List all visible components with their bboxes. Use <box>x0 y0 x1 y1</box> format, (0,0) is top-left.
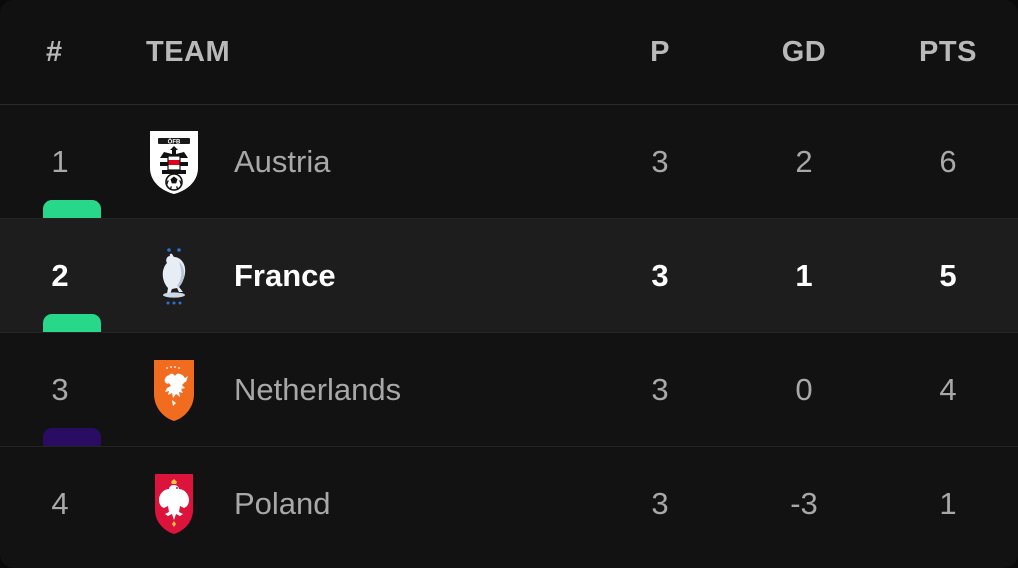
column-header-played[interactable]: P <box>650 36 670 68</box>
row-points: 4 <box>939 372 957 407</box>
qualification-indicator <box>43 200 101 218</box>
row-played: 3 <box>651 486 669 521</box>
row-rank: 1 <box>51 144 69 179</box>
row-goal-difference: 2 <box>795 144 813 179</box>
row-rank: 2 <box>51 258 69 293</box>
row-team-name: Poland <box>234 486 331 521</box>
row-goal-difference: 0 <box>795 372 813 407</box>
netherlands-crest-icon <box>144 333 204 447</box>
row-rank: 3 <box>51 372 69 407</box>
column-header-goal-difference[interactable]: GD <box>781 36 827 68</box>
table-row[interactable]: 4 Poland 3 -3 1 <box>0 447 1018 561</box>
row-points: 5 <box>939 258 957 293</box>
row-goal-difference: 1 <box>795 258 813 293</box>
row-played: 3 <box>651 372 669 407</box>
row-points: 1 <box>939 486 957 521</box>
row-team-name: France <box>234 258 336 293</box>
qualification-indicator <box>43 428 101 446</box>
column-header-team[interactable]: TEAM <box>146 36 231 68</box>
france-crest-icon <box>144 219 204 333</box>
row-team-name: Austria <box>234 144 331 179</box>
row-team-name: Netherlands <box>234 372 402 407</box>
row-goal-difference: -3 <box>790 486 818 521</box>
table-header-row: # TEAM P GD PTS <box>0 0 1018 105</box>
row-rank: 4 <box>51 486 69 521</box>
table-row[interactable]: 1 ÖFB Austria 3 2 6 <box>0 105 1018 219</box>
row-played: 3 <box>651 144 669 179</box>
poland-crest-icon <box>144 447 204 561</box>
table-row[interactable]: 3 Netherlands 3 0 4 <box>0 333 1018 447</box>
row-points: 6 <box>939 144 957 179</box>
row-played: 3 <box>651 258 669 293</box>
column-header-points[interactable]: PTS <box>919 36 977 68</box>
svg-text:ÖFB: ÖFB <box>168 139 181 146</box>
table-row[interactable]: 2 France 3 1 5 <box>0 219 1018 333</box>
qualification-indicator <box>43 314 101 332</box>
austria-crest-icon: ÖFB <box>144 105 204 219</box>
column-header-rank[interactable]: # <box>46 36 63 68</box>
